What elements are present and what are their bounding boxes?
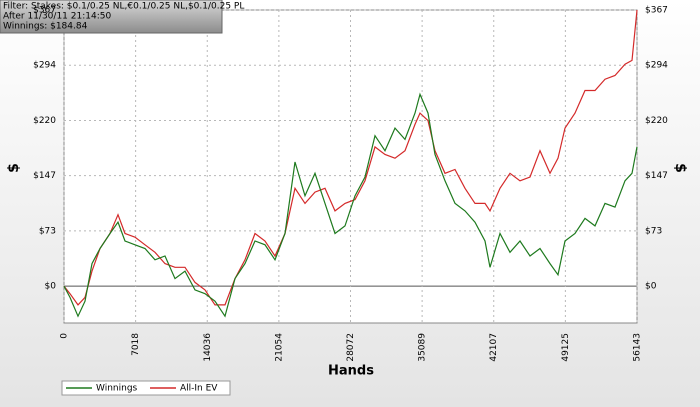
info-text: Filter: Stakes: $0.1/0.25 NL,€0.1/0.25 N… [3,2,244,12]
y-tick-label: $0 [45,282,57,292]
legend-label: Winnings [96,384,138,394]
y-tick-label: $0 [645,282,657,292]
y-tick-label: $147 [645,171,668,181]
x-axis-title: Hands [328,364,374,379]
y-axis-title: $ [6,163,22,173]
x-tick-label: 21054 [274,333,284,362]
x-tick-label: 7018 [131,333,141,356]
x-tick-label: 14036 [203,333,213,362]
y-tick-label: $367 [33,6,56,16]
y-tick-label: $367 [645,6,668,16]
x-tick-label: 35089 [418,333,428,362]
series-line [63,9,638,306]
series-line [63,92,638,318]
info-text: Winnings: $184.84 [3,22,88,32]
info-text: After 11/30/11 21:14:50 [3,12,111,22]
x-tick-label: 28072 [346,333,356,362]
x-tick-label: 0 [60,333,70,339]
y-tick-label: $220 [645,116,668,126]
x-tick-label: 49125 [561,333,571,362]
legend-label: All-In EV [180,384,218,394]
y-axis-title: $ [672,163,688,173]
y-tick-label: $73 [39,226,56,236]
x-tick-label: 56143 [633,333,643,362]
x-tick-label: 42107 [489,333,499,362]
y-tick-label: $220 [33,116,56,126]
legend [61,380,231,396]
info-box [0,0,223,34]
y-tick-label: $73 [645,226,662,236]
y-tick-label: $294 [33,61,56,71]
y-tick-label: $294 [645,61,668,71]
y-tick-label: $147 [33,171,56,181]
